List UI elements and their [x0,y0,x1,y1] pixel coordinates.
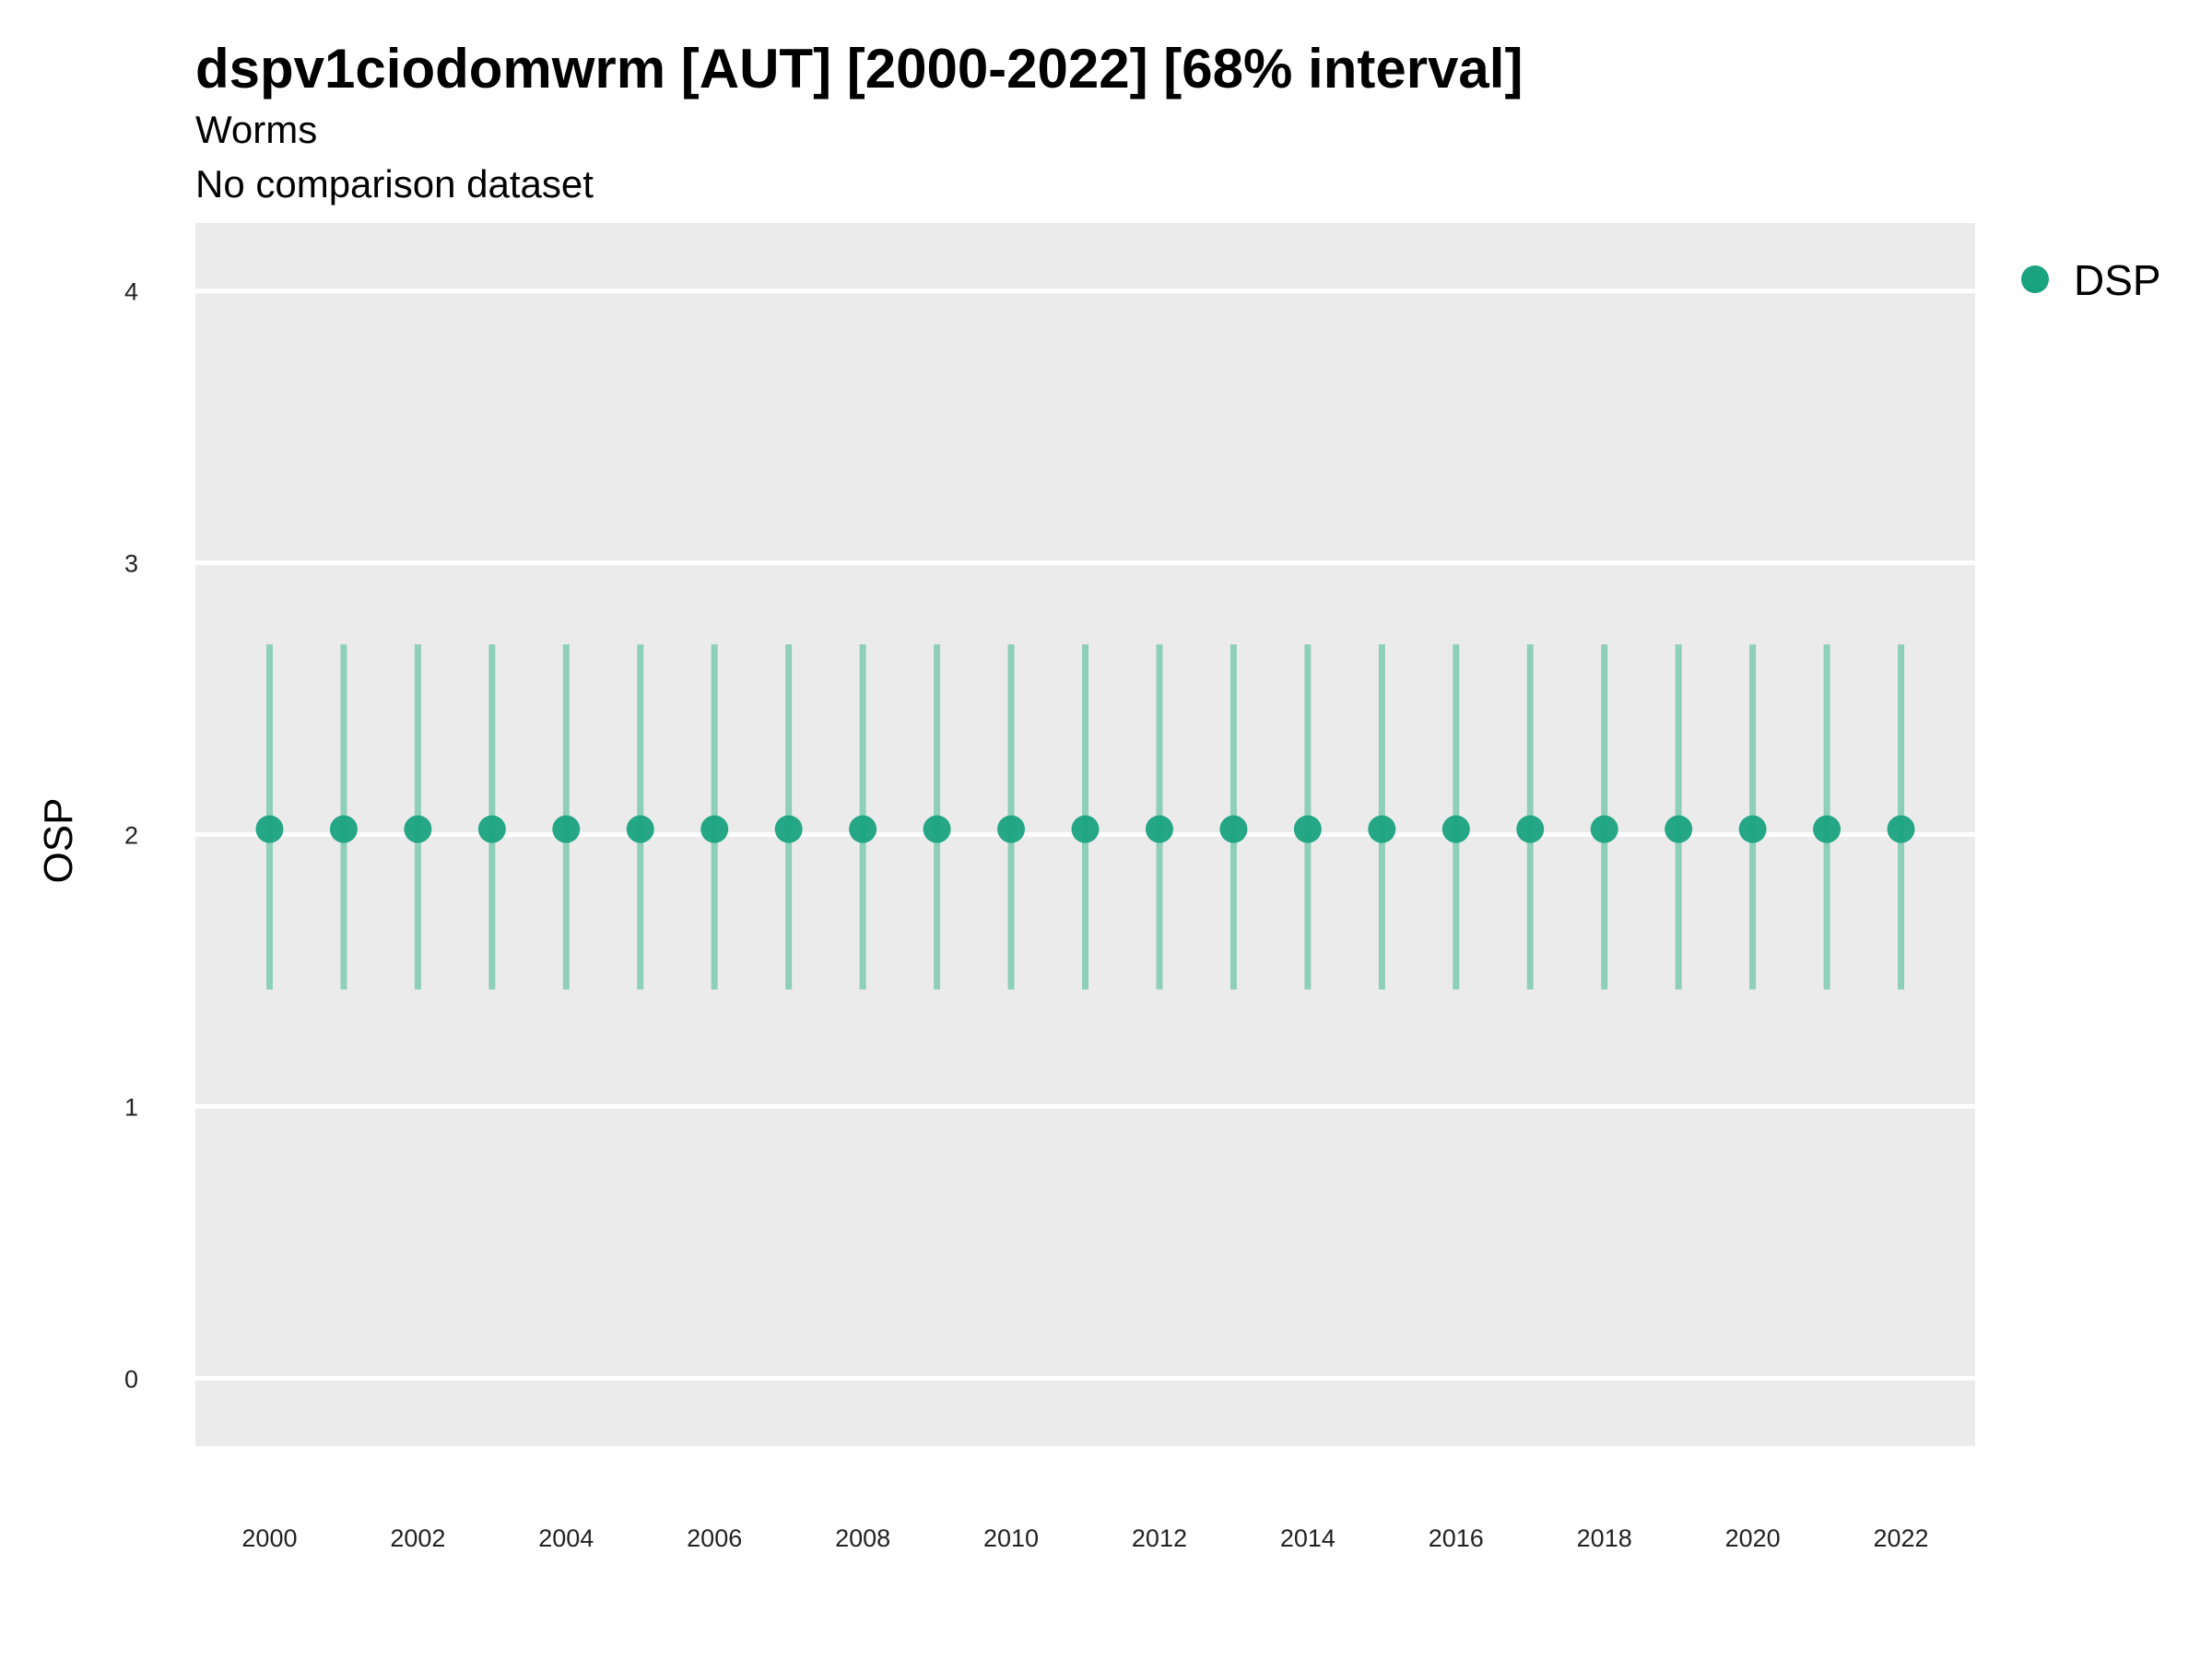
y-tick-label: 1 [124,1093,138,1121]
data-point [1441,815,1470,843]
x-tick-label: 2000 [241,1524,297,1552]
data-point [1813,815,1841,843]
y-axis-title: OSP [36,798,81,884]
data-point [1590,815,1618,843]
x-tick-label: 2012 [1132,1524,1187,1552]
y-tick-label: 4 [124,278,138,306]
chart-subtitle: Worms [195,108,317,151]
data-point [1738,815,1767,843]
data-point [1368,815,1396,843]
y-axis-ticks: 0 1 2 3 4 [124,278,138,1394]
chart-title: dspv1ciodomwrm [AUT] [2000-2022] [68% in… [195,38,1523,100]
x-tick-label: 2016 [1429,1524,1484,1552]
x-tick-label: 2018 [1577,1524,1632,1552]
data-point [1071,815,1100,843]
data-point [1665,815,1693,843]
data-point [1145,815,1173,843]
x-tick-label: 2022 [1874,1524,1929,1552]
data-point [849,815,877,843]
y-tick-label: 3 [124,550,138,578]
data-point [552,815,581,843]
x-tick-label: 2020 [1725,1524,1781,1552]
data-point [1887,815,1915,843]
data-point [700,815,729,843]
data-point [404,815,432,843]
legend-marker-dsp [2021,265,2049,293]
legend: DSP [2021,256,2161,304]
x-tick-label: 2010 [983,1524,1039,1552]
data-point [774,815,803,843]
legend-label-dsp: DSP [2074,256,2161,304]
data-point [1293,815,1322,843]
x-tick-label: 2004 [538,1524,594,1552]
data-point [626,815,654,843]
data-marks [255,644,1915,990]
data-point [477,815,506,843]
chart-subtitle-2: No comparison dataset [195,162,594,206]
x-tick-label: 2008 [835,1524,890,1552]
y-tick-label: 2 [124,822,138,850]
y-tick-label: 0 [124,1365,138,1393]
data-point [1516,815,1545,843]
data-point [923,815,951,843]
data-point [997,815,1026,843]
data-point [255,815,284,843]
x-axis-ticks: 2000 2002 2004 2006 2008 2010 2012 2014 2016 2018… [241,1524,1928,1552]
data-point [1219,815,1248,843]
x-tick-label: 2002 [390,1524,445,1552]
data-point [329,815,358,843]
x-tick-label: 2014 [1280,1524,1335,1552]
x-tick-label: 2006 [687,1524,742,1552]
